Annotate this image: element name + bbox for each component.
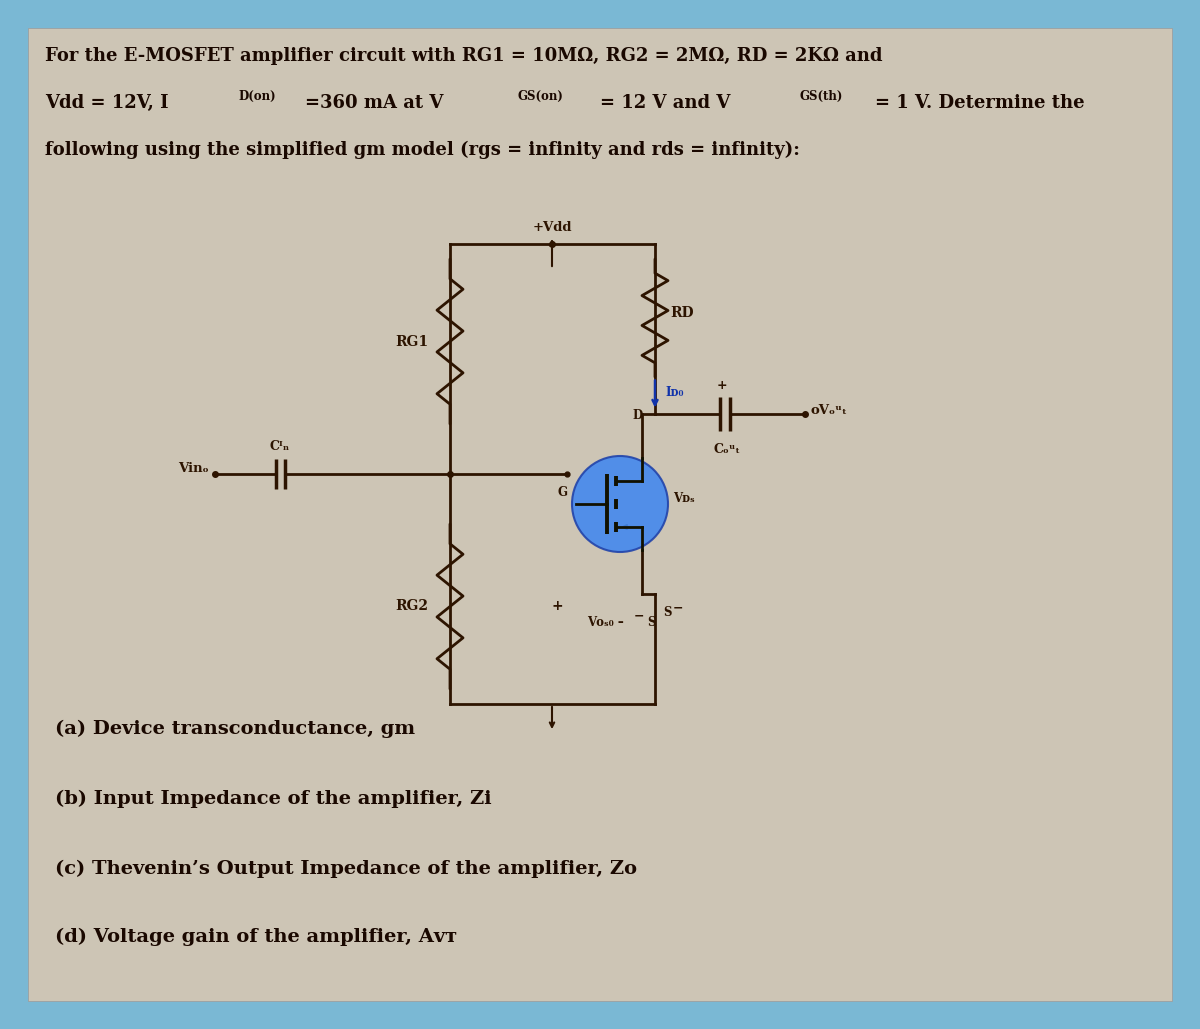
FancyBboxPatch shape xyxy=(28,28,1172,1001)
Text: oVₒᵘₜ: oVₒᵘₜ xyxy=(810,404,847,418)
Text: G: G xyxy=(557,486,568,499)
Text: For the E-MOSFET amplifier circuit with RG1 = 10MΩ, RG2 = 2MΩ, RD = 2KΩ and: For the E-MOSFET amplifier circuit with … xyxy=(46,47,882,65)
Text: (d) Voltage gain of the amplifier, Aᴠᴛ: (d) Voltage gain of the amplifier, Aᴠᴛ xyxy=(55,928,457,946)
Text: Vᴅₛ: Vᴅₛ xyxy=(673,493,695,505)
Text: (c) Thevenin’s Output Impedance of the amplifier, Zo: (c) Thevenin’s Output Impedance of the a… xyxy=(55,860,637,878)
Text: (a) Device transconductance, gm: (a) Device transconductance, gm xyxy=(55,720,415,738)
Text: GS(th): GS(th) xyxy=(800,90,844,103)
Text: =360 mA at V: =360 mA at V xyxy=(305,94,443,112)
Text: +Vdd: +Vdd xyxy=(533,221,571,234)
Text: (b) Input Impedance of the amplifier, Zi: (b) Input Impedance of the amplifier, Zi xyxy=(55,790,492,808)
Text: RG1: RG1 xyxy=(395,334,428,349)
Text: D: D xyxy=(632,410,643,423)
Text: GS(on): GS(on) xyxy=(517,90,563,103)
Text: Vᴏₛ₀ –: Vᴏₛ₀ – xyxy=(587,616,623,629)
Text: +: + xyxy=(716,379,727,392)
Text: Cₒᵘₜ: Cₒᵘₜ xyxy=(714,443,740,456)
Text: D(on): D(on) xyxy=(238,90,276,103)
Text: −: − xyxy=(634,609,644,622)
Text: Vinₒ: Vinₒ xyxy=(179,462,209,475)
Text: S: S xyxy=(662,606,672,619)
Text: S: S xyxy=(648,616,656,629)
Text: Vdd = 12V, I: Vdd = 12V, I xyxy=(46,94,169,112)
Circle shape xyxy=(572,456,668,552)
Text: = 12 V and V: = 12 V and V xyxy=(600,94,731,112)
Text: RD: RD xyxy=(670,306,694,320)
Text: = 1 V. Determine the: = 1 V. Determine the xyxy=(875,94,1085,112)
Text: −: − xyxy=(673,602,684,615)
Text: +: + xyxy=(551,599,563,613)
Text: RG2: RG2 xyxy=(395,600,428,613)
Text: Cᴵₙ: Cᴵₙ xyxy=(270,440,290,453)
Text: Iᴅ₀: Iᴅ₀ xyxy=(665,386,684,399)
Text: following using the simplified gm model (rgs = infinity and rds = infinity):: following using the simplified gm model … xyxy=(46,141,800,159)
